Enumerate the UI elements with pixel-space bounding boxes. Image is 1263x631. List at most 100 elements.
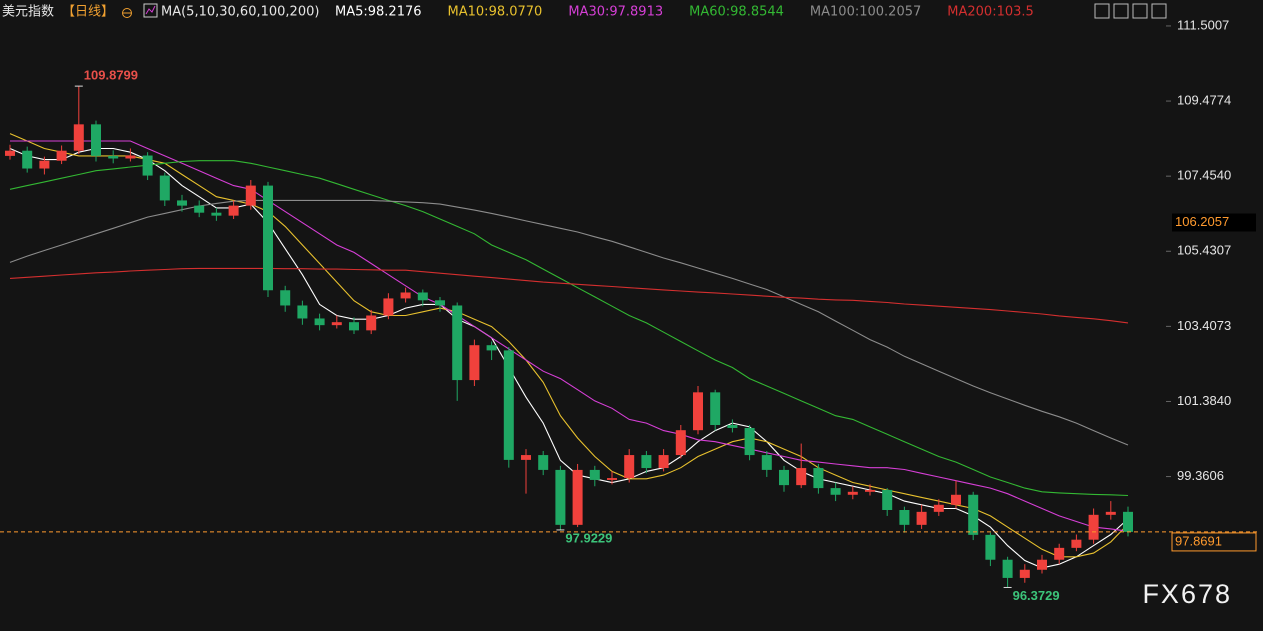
candle-body [211, 212, 222, 216]
candle-body [1105, 511, 1116, 515]
candle-body [245, 185, 256, 206]
candle-body [22, 150, 33, 169]
legend-entry: MA100:100.2057 [810, 5, 921, 20]
candle-body [1054, 547, 1065, 560]
candle-body [710, 392, 721, 425]
candle-body [727, 424, 738, 428]
candle-body [607, 478, 617, 480]
candle-body [865, 489, 875, 492]
candle-body [349, 322, 359, 331]
candle-body [39, 160, 50, 169]
tool-button[interactable] [1113, 3, 1129, 19]
candle-body [435, 300, 445, 306]
ma-line [9, 160, 1129, 497]
chart-title: 美元指数 [2, 5, 54, 20]
candle-body [796, 468, 807, 486]
candle-body [658, 455, 669, 469]
candle-body [538, 455, 549, 470]
legend-entry: MA10:98.0770 [448, 5, 543, 20]
legend-entry: MA200:103.5 [947, 5, 1034, 20]
candle-body [91, 124, 101, 156]
candle-body [951, 494, 961, 505]
legend-entry: MA30:97.8913 [568, 5, 663, 20]
y-tick-label: 107.4540 [1177, 168, 1231, 183]
candle-body [297, 305, 308, 319]
candle-body [899, 509, 910, 525]
tool-button[interactable] [1132, 3, 1148, 19]
y-tick-label: 109.4774 [1177, 92, 1231, 107]
candle-body [641, 455, 652, 469]
candle-body [280, 290, 291, 306]
add-icon[interactable] [122, 8, 132, 18]
candle-body [486, 345, 497, 351]
annotation: 97.9229 [565, 530, 612, 545]
last-price-label: 97.8691 [1175, 533, 1222, 548]
candle-body [693, 392, 703, 431]
candle-body [503, 350, 514, 460]
last-price-tag [1171, 532, 1257, 552]
candle-body [5, 150, 15, 156]
candle-body [469, 345, 480, 381]
candle-body [56, 150, 67, 161]
indicator-icon [145, 5, 156, 15]
candle-body [779, 469, 789, 486]
candle-body [1071, 539, 1082, 548]
candle-body [830, 488, 841, 495]
candle-body [675, 430, 686, 456]
candle-body [417, 292, 428, 301]
candle-body [1037, 559, 1047, 570]
ma-line [9, 267, 1129, 324]
tool-button[interactable] [1151, 3, 1167, 19]
candle-body [73, 124, 84, 151]
y-tick-label: 101.3840 [1177, 393, 1231, 408]
candle-body [331, 322, 342, 326]
candle-body [813, 468, 824, 489]
ma-line [9, 199, 1129, 446]
candle-body [108, 155, 119, 159]
annotation: 109.8799 [84, 68, 138, 83]
y-tick-label: 105.4307 [1177, 243, 1231, 258]
ma-line [9, 133, 1129, 558]
candle-body [589, 469, 600, 480]
y-tick-label: 111.5007 [1177, 17, 1229, 32]
candle-body [555, 469, 566, 525]
candle-body [572, 469, 583, 525]
candle-body [383, 298, 394, 316]
legend-entry: MA5:98.2176 [335, 5, 422, 20]
candle-body [744, 427, 755, 456]
candle-body [125, 155, 136, 159]
candle-body [1019, 569, 1030, 578]
candle-body [314, 318, 325, 326]
indicator: MA(5,10,30,60,100,200) [161, 5, 319, 20]
candle-body [985, 534, 996, 560]
candle-body [847, 491, 858, 495]
watermark: FX678 [1142, 579, 1232, 609]
annotation: 96.3729 [1013, 588, 1060, 603]
candle-body [624, 455, 635, 479]
price-tag-label: 106.2057 [1175, 214, 1229, 229]
candle-body [882, 489, 893, 510]
price-tag [1172, 213, 1256, 232]
candle-body [521, 455, 531, 460]
period[interactable]: 【日线】 [62, 5, 114, 20]
candle-body [159, 175, 170, 201]
candle-body [1002, 559, 1013, 578]
candle-body [1088, 514, 1099, 540]
candle-body [177, 200, 187, 206]
ma-line [9, 147, 1129, 569]
ma-line [10, 140, 1129, 532]
y-tick-label: 99.3606 [1177, 468, 1224, 483]
header: 美元指数 【日线】 MA(5,10,30,60,100,200) [2, 3, 319, 20]
candle-body [142, 155, 153, 176]
candle-body [263, 185, 273, 291]
candle-body [916, 511, 927, 525]
candle-body [366, 315, 377, 331]
tool-button[interactable] [1094, 3, 1110, 19]
candle-body [228, 205, 239, 216]
candle-body [1123, 511, 1133, 532]
y-tick-label: 103.4073 [1177, 318, 1231, 333]
candle-body [194, 205, 205, 213]
toolbar [1094, 3, 1167, 19]
candle-body [968, 494, 979, 535]
indicator-icon[interactable] [143, 3, 158, 18]
